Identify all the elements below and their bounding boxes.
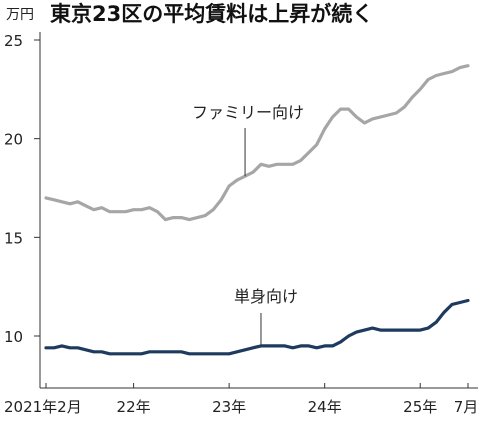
x-tick-label: 22年 — [117, 398, 151, 416]
y-tick-label: 20 — [4, 131, 23, 149]
axes — [39, 32, 478, 389]
series-line-single — [44, 298, 470, 356]
chart-title: 東京23区の平均賃料は上昇が続く — [50, 2, 373, 26]
series-label: ファミリー向け — [192, 103, 304, 122]
y-tick-label: 15 — [4, 229, 23, 247]
y-axis: 25 20 15 10 — [4, 32, 40, 346]
series-group — [44, 64, 470, 356]
x-tick-label: 24年 — [308, 398, 342, 416]
y-tick-label: 25 — [4, 32, 23, 50]
y-tick-label: 10 — [4, 328, 23, 346]
series-line-family — [44, 64, 470, 222]
x-tick-label: 7月 — [454, 398, 479, 416]
unit-label: 万円 — [6, 7, 34, 23]
series-label: 単身向け — [234, 287, 298, 306]
x-axis: 2021年2月 22年 23年 24年 25年 7月 — [4, 383, 478, 416]
x-tick-label: 2021年2月 — [4, 398, 82, 416]
x-tick-label: 23年 — [212, 398, 246, 416]
x-tick-label: 25年 — [403, 398, 437, 416]
